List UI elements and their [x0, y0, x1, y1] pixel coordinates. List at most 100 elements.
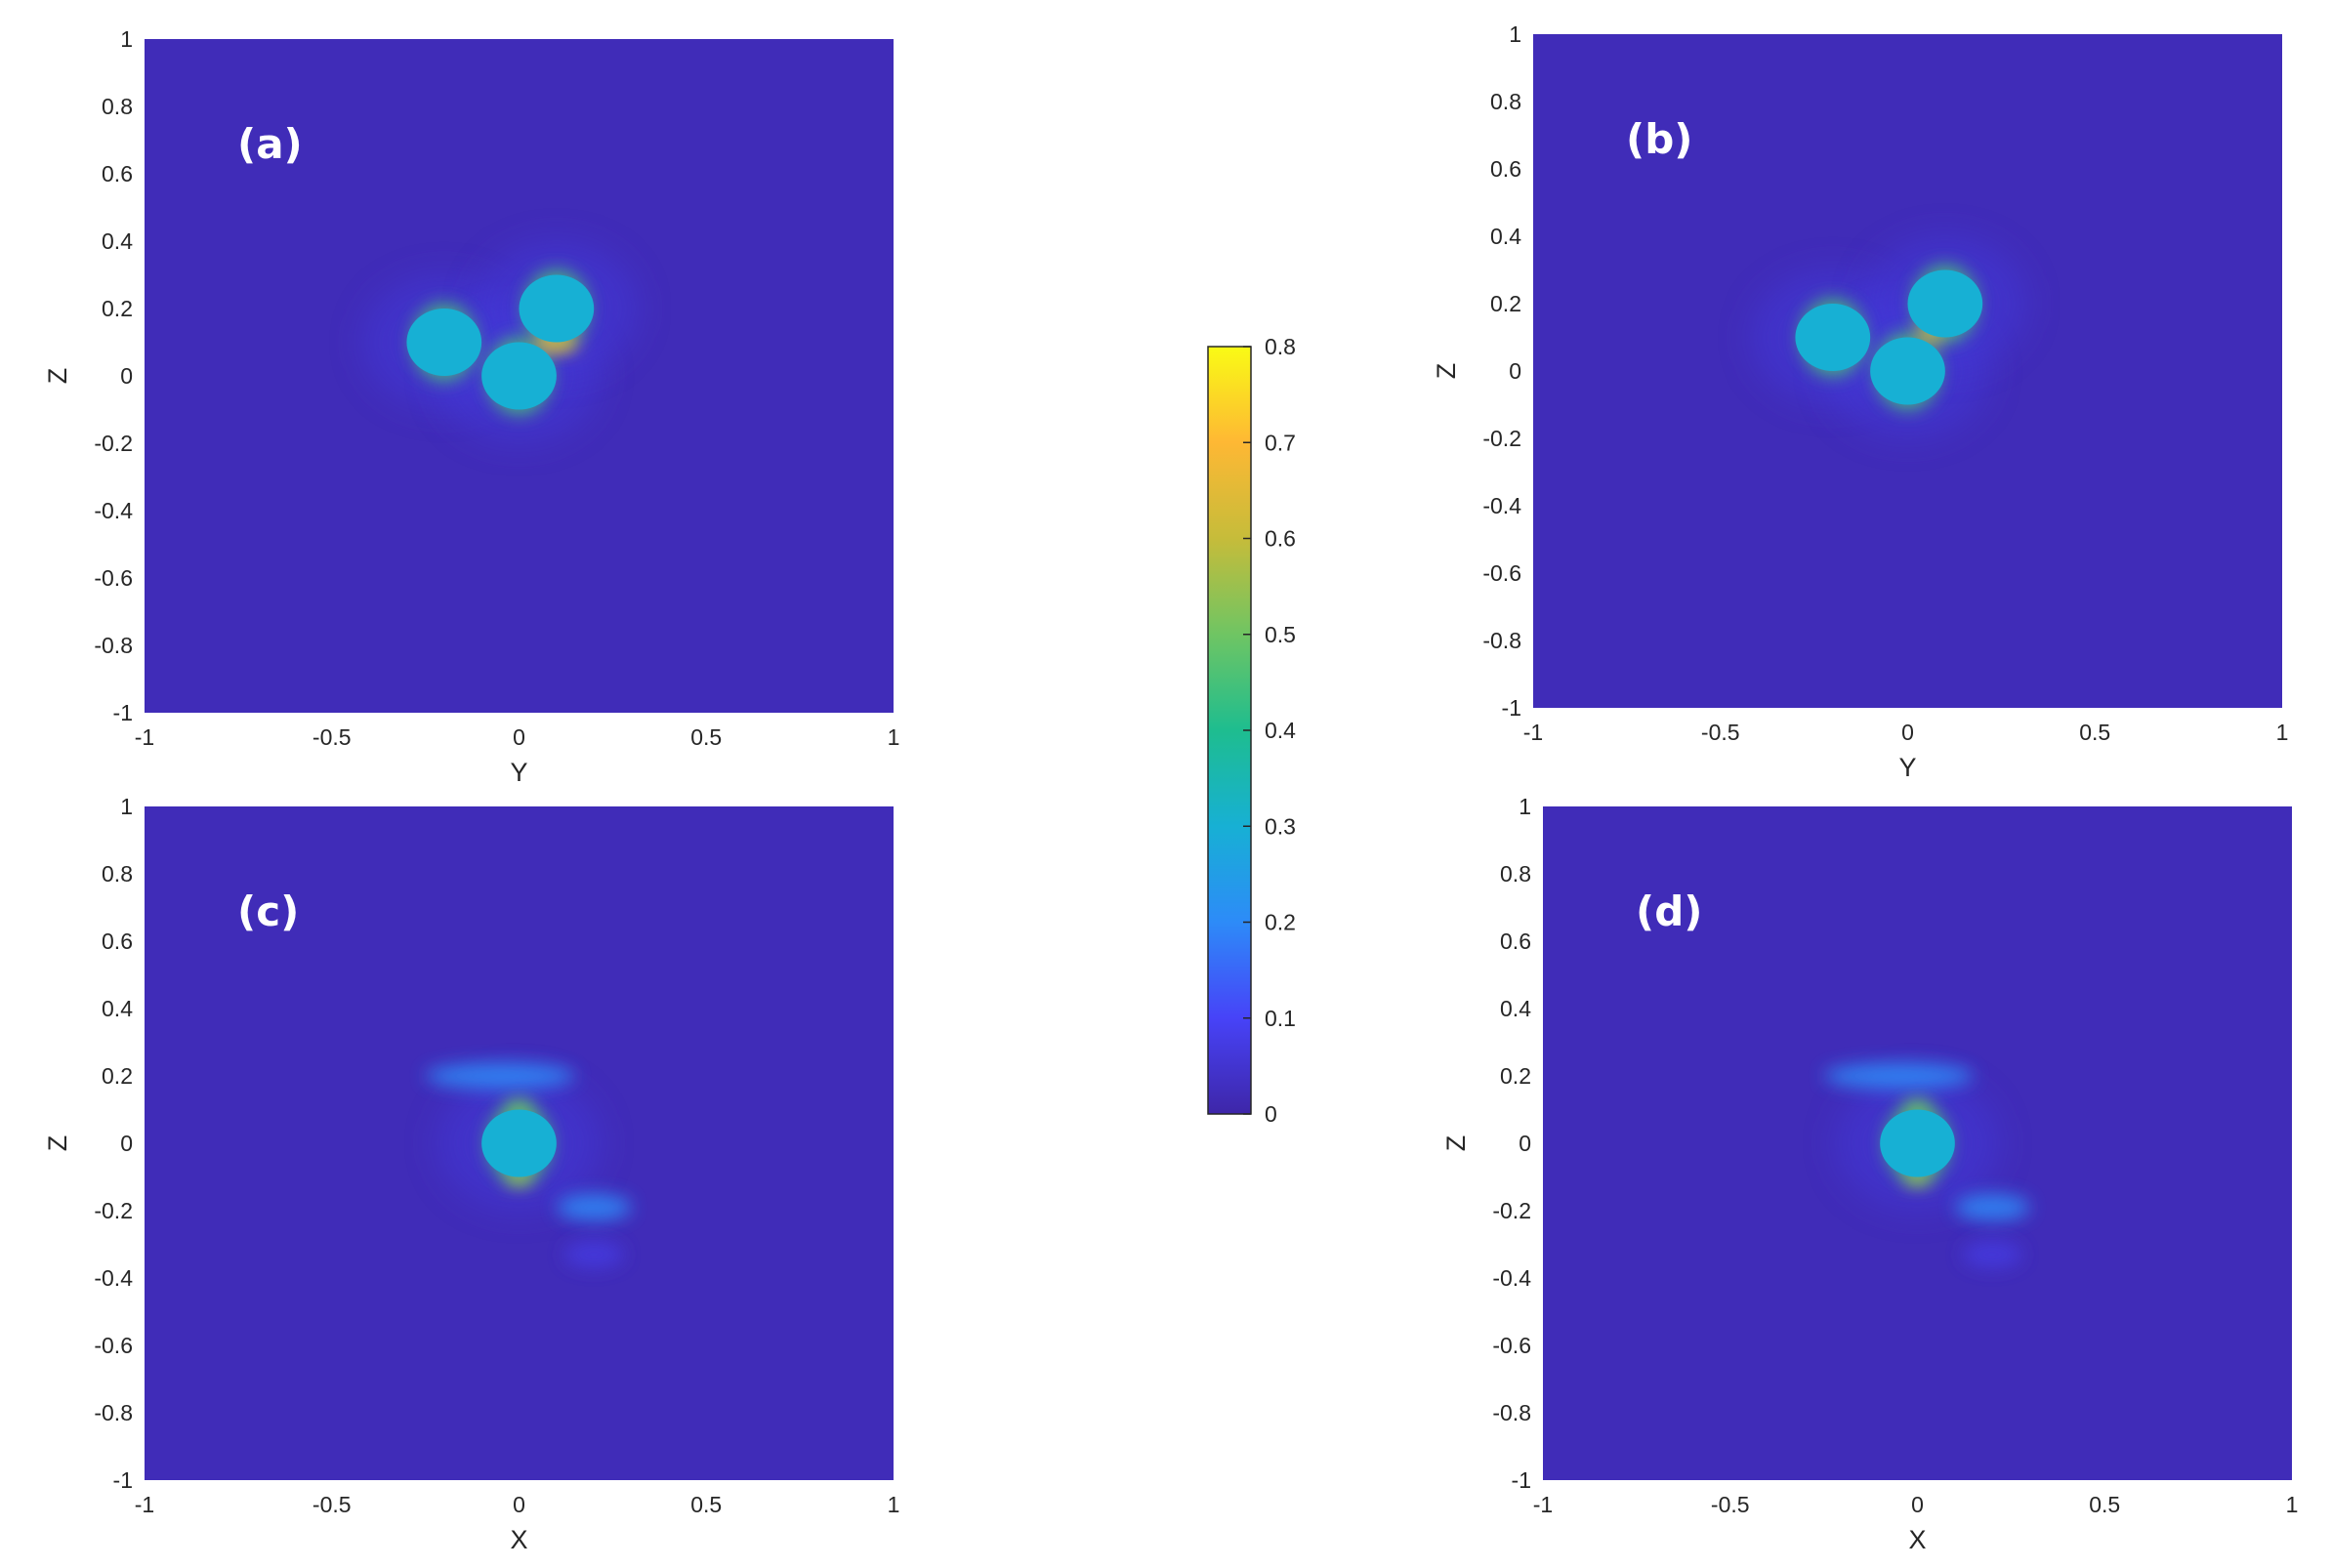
y-tick-label: 0.2: [1490, 291, 1521, 316]
panel-label: (c): [237, 887, 299, 935]
colorbar-tick-label: 0.4: [1265, 718, 1296, 743]
x-axis-label: Y: [510, 758, 527, 787]
particle: [1907, 269, 1983, 338]
y-tick-label: 0.4: [1490, 224, 1521, 249]
colorbar-tick-label: 0.6: [1265, 526, 1296, 552]
x-tick-label: 1: [888, 724, 900, 750]
particle: [1880, 1109, 1955, 1177]
colorbar-ticks: 0 0.1 0.2 0.3 0.4 0.5 0.6 0.7 0.8: [1243, 334, 1296, 1127]
colorbar-tick-label: 0.8: [1265, 334, 1296, 359]
y-tick-label: -0.2: [94, 1198, 133, 1223]
y-tick-label: 0.4: [1500, 996, 1531, 1021]
y-tick-label: -0.2: [94, 431, 133, 456]
field-lobe: [1962, 1241, 2022, 1268]
y-tick-label: 0.8: [1490, 89, 1521, 114]
x-tick-label: -1: [135, 1492, 154, 1517]
y-tick-label: -0.4: [1482, 493, 1521, 518]
x-tick-label: 0: [513, 724, 525, 750]
y-tick-label: 0: [120, 363, 133, 389]
particle: [481, 342, 557, 410]
x-tick-label: 1: [2276, 720, 2289, 745]
y-tick-label: 0: [1509, 358, 1521, 384]
y-tick-label: -0.4: [1492, 1265, 1531, 1291]
y-tick-label: -0.4: [94, 498, 133, 523]
heatmap-plot-area: [1543, 806, 2292, 1480]
y-tick-label: 1: [120, 26, 133, 52]
particle: [519, 274, 595, 343]
field-lobe: [1954, 1193, 2030, 1221]
x-tick-label: -0.5: [1711, 1492, 1750, 1517]
y-tick-label: 1: [1519, 794, 1531, 819]
x-axis-label: X: [1908, 1525, 1926, 1554]
y-axis-label: Z: [1441, 1135, 1471, 1152]
field-lobe: [563, 1241, 624, 1268]
y-tick-label: -0.6: [94, 565, 133, 591]
y-tick-label: 0: [120, 1131, 133, 1156]
y-tick-label: -1: [113, 700, 133, 725]
y-tick-label: 1: [120, 794, 133, 819]
field-lobe: [1823, 1062, 1975, 1090]
y-tick-label: -0.8: [94, 1400, 133, 1425]
x-tick-label: 0.5: [2079, 720, 2110, 745]
field-lobe: [425, 1062, 576, 1090]
y-tick-label: 0.6: [102, 161, 133, 186]
panel-a: -1 -0.5 0 0.5 1 -1 -0.8 -0.6 -0.4 -0.2 0 0.2 0.4 0.6 0…: [43, 26, 899, 787]
x-tick-label: -1: [1533, 1492, 1553, 1517]
colorbar-tick-label: 0.2: [1265, 910, 1296, 935]
field-lobe: [556, 1193, 632, 1221]
y-tick-label: 0.2: [102, 1063, 133, 1089]
y-tick-label: -0.6: [1482, 560, 1521, 586]
y-tick-label: 0.6: [1490, 156, 1521, 182]
y-tick-label: -0.8: [94, 633, 133, 658]
y-tick-label: 1: [1509, 21, 1521, 47]
heatmap-plot-area: [145, 806, 894, 1480]
panel-b: -1 -0.5 0 0.5 1 -1 -0.8 -0.6 -0.4 -0.2 0 0.2 0.4 0.6 0…: [1432, 21, 2288, 782]
y-tick-label: -1: [1502, 695, 1521, 721]
colorbar-tick-label: 0: [1265, 1101, 1277, 1127]
y-tick-label: 0.6: [1500, 928, 1531, 954]
y-axis-label: Z: [1432, 363, 1461, 380]
panel-label: (b): [1626, 115, 1692, 163]
y-tick-label: 0.4: [102, 996, 133, 1021]
x-tick-label: -1: [135, 724, 154, 750]
y-tick-label: -0.6: [1492, 1333, 1531, 1358]
colorbar: 0 0.1 0.2 0.3 0.4 0.5 0.6 0.7 0.8: [1207, 334, 1296, 1127]
y-axis-label: Z: [43, 368, 72, 385]
y-tick-label: 0.6: [102, 928, 133, 954]
x-tick-label: 0.5: [690, 724, 722, 750]
y-tick-label: -0.8: [1492, 1400, 1531, 1425]
x-axis-label: X: [510, 1525, 527, 1554]
x-tick-label: 1: [2286, 1492, 2299, 1517]
y-tick-label: 0.4: [102, 228, 133, 254]
colorbar-tick-label: 0.1: [1265, 1006, 1296, 1031]
y-tick-label: -0.2: [1492, 1198, 1531, 1223]
colorbar-tick-label: 0.7: [1265, 430, 1296, 455]
x-tick-label: 0: [513, 1492, 525, 1517]
y-tick-label: -0.2: [1482, 426, 1521, 451]
y-tick-label: 0: [1519, 1131, 1531, 1156]
y-tick-label: 0.8: [102, 861, 133, 887]
particle: [1870, 337, 1945, 405]
heatmap-plot-area: [145, 39, 894, 713]
y-tick-label: -1: [1512, 1467, 1531, 1493]
panel-label: (d): [1636, 887, 1702, 935]
y-tick-label: -0.6: [94, 1333, 133, 1358]
y-tick-label: -0.8: [1482, 628, 1521, 653]
y-axis-label: Z: [43, 1135, 72, 1152]
y-tick-label: 0.8: [102, 94, 133, 119]
y-tick-label: 0.8: [1500, 861, 1531, 887]
colorbar-tick-label: 0.3: [1265, 813, 1296, 839]
x-tick-label: -0.5: [1701, 720, 1740, 745]
particle: [406, 309, 482, 376]
x-tick-label: 0: [1901, 720, 1914, 745]
x-tick-label: 0.5: [2089, 1492, 2120, 1517]
x-tick-label: 0.5: [690, 1492, 722, 1517]
y-tick-label: -0.4: [94, 1265, 133, 1291]
x-tick-label: 1: [888, 1492, 900, 1517]
x-axis-label: Y: [1898, 753, 1916, 782]
y-tick-label: -1: [113, 1467, 133, 1493]
panel-c: -1 -0.5 0 0.5 1 -1 -0.8 -0.6 -0.4 -0.2 0 0.2 0.4 0.6 0…: [43, 794, 899, 1554]
heatmap-plot-area: [1533, 34, 2282, 708]
x-tick-label: -0.5: [312, 1492, 352, 1517]
